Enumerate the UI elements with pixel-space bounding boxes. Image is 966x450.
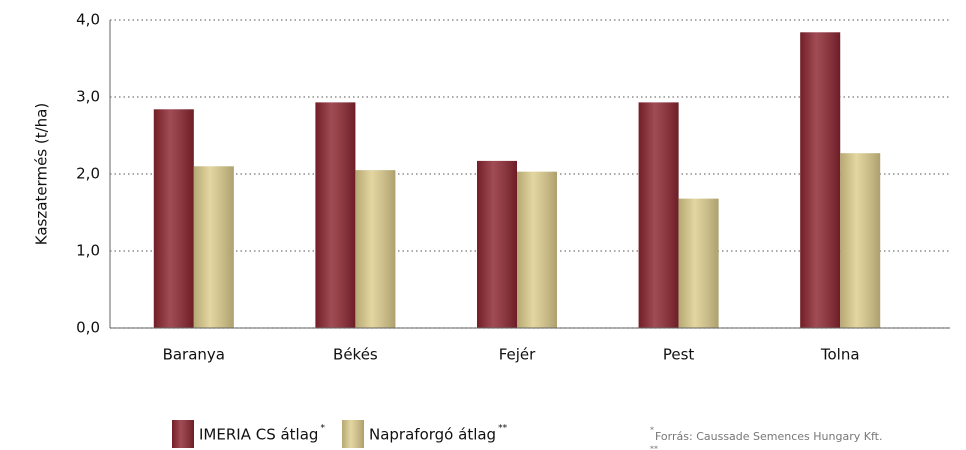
footnote: Forrás: Caussade Semences Hungary Kft. bbox=[655, 430, 882, 443]
legend-label: IMERIA CS átlag bbox=[199, 426, 318, 444]
x-tick-label: Baranya bbox=[163, 346, 225, 364]
legend-note: * bbox=[320, 424, 325, 434]
x-tick-label: Pest bbox=[663, 346, 695, 364]
legend-swatch-shade bbox=[172, 420, 194, 448]
legend-item: Napraforgó átlag ** bbox=[342, 420, 508, 448]
x-tick-label: Fejér bbox=[499, 346, 536, 364]
bar bbox=[355, 170, 396, 328]
bar bbox=[477, 160, 517, 328]
bar bbox=[840, 153, 881, 328]
y-tick-label: 3,0 bbox=[76, 88, 100, 106]
bar bbox=[193, 166, 234, 328]
x-tick-label: Békés bbox=[333, 346, 378, 364]
y-tick-label: 2,0 bbox=[76, 165, 100, 183]
y-tick-label: 1,0 bbox=[76, 242, 100, 260]
bar bbox=[678, 198, 719, 328]
y-axis-label: Kaszatermés (t/ha) bbox=[33, 103, 51, 245]
legend-item: IMERIA CS átlag * bbox=[172, 420, 325, 448]
bar bbox=[153, 109, 194, 328]
y-tick-label: 4,0 bbox=[76, 11, 100, 29]
bar bbox=[315, 102, 356, 328]
bar bbox=[517, 171, 557, 328]
x-tick-label: Tolna bbox=[820, 346, 860, 364]
footnote-mark: * bbox=[650, 426, 654, 435]
legend-note: ** bbox=[498, 424, 508, 434]
y-tick-label: 0,0 bbox=[76, 319, 100, 337]
legend-swatch-shade bbox=[342, 420, 364, 448]
bar bbox=[638, 102, 679, 328]
footnote-mark: ** bbox=[650, 445, 658, 450]
legend-label: Napraforgó átlag bbox=[369, 426, 496, 444]
bar bbox=[800, 32, 841, 328]
